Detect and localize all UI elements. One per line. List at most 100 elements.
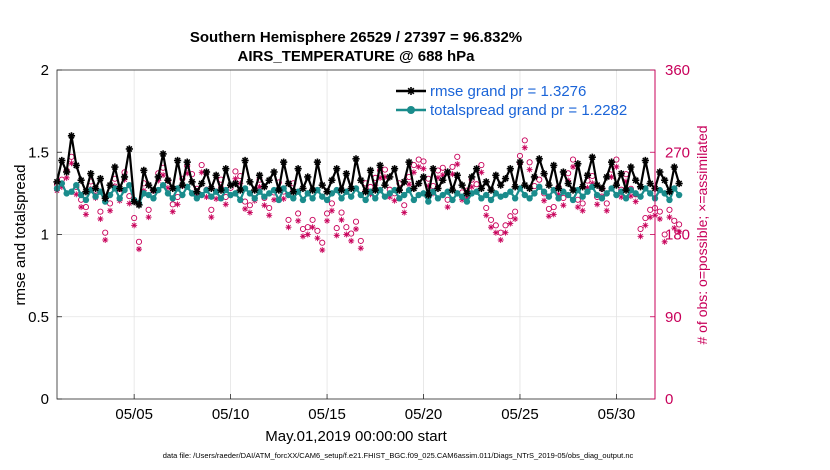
rmse-point-stroke [126, 145, 133, 153]
rmse-point-stroke [487, 186, 495, 194]
rmse-point [395, 186, 404, 194]
totalspread-point [116, 195, 123, 202]
rmse-point [270, 168, 278, 176]
totalspread-point [468, 190, 475, 197]
totalspread-point [492, 190, 500, 197]
obs-assimilated-point-stroke [247, 210, 253, 216]
rmse-point-stroke [545, 182, 553, 189]
rmse-point-stroke [333, 165, 340, 172]
rmse-point [82, 188, 90, 196]
y2-tick-label: 90 [665, 309, 682, 326]
rmse-point-stroke [179, 182, 186, 189]
rmse-point [120, 173, 129, 181]
obs-possible-point [666, 206, 673, 213]
totalspread-point [540, 188, 548, 195]
chart-title-line1: Southern Hemisphere 26529 / 27397 = 96.8… [190, 29, 522, 46]
rmse-point-stroke [97, 175, 104, 182]
rmse-point-stroke [343, 170, 350, 177]
totalspread-point [391, 186, 398, 194]
rmse-point [207, 184, 215, 193]
obs-assimilated-point [266, 212, 273, 219]
rmse-point [526, 184, 534, 193]
totalspread-point [473, 188, 480, 195]
rmse-point-stroke [492, 172, 499, 179]
obs-assimilated-point-stroke [324, 218, 330, 224]
obs-assimilated-point [401, 209, 408, 216]
obs-assimilated-point-stroke [213, 196, 219, 202]
legend-rmse-marker [407, 87, 415, 95]
obs-possible-point [473, 181, 480, 188]
obs-possible-point [208, 206, 215, 213]
obs-assimilated-point-stroke [522, 145, 528, 151]
rmse-point-stroke [92, 185, 99, 192]
rmse-point-stroke [121, 173, 128, 181]
rmse-point [497, 181, 505, 189]
obs-assimilated-point [507, 220, 514, 227]
obs-assimilated-point [338, 216, 345, 223]
rmse-point [622, 186, 630, 194]
obs-assimilated-point-stroke [416, 164, 422, 170]
rmse-point [164, 176, 172, 184]
totalspread-point [323, 196, 331, 204]
obs-assimilated-point-stroke [358, 245, 364, 251]
rmse-point [169, 184, 177, 193]
obs-assimilated-point [497, 236, 504, 243]
rmse-point [583, 171, 592, 179]
rmse-point-stroke [319, 182, 326, 189]
obs-assimilated-point-stroke [300, 233, 306, 239]
totalspread-point [82, 196, 90, 204]
totalspread-point [275, 196, 283, 204]
rmse-point [323, 188, 331, 196]
rmse-point-stroke [68, 132, 75, 139]
obs-assimilated-point-stroke [146, 214, 152, 220]
rmse-point-stroke [304, 173, 311, 181]
obs-assimilated-point-stroke [170, 209, 176, 215]
obs-assimilated-point [102, 236, 109, 243]
rmse-point-stroke [521, 182, 528, 189]
rmse-point-stroke [174, 157, 181, 164]
rmse-point [501, 174, 510, 183]
rmse-point-stroke [536, 155, 543, 162]
obs-assimilated-point-stroke [454, 161, 460, 167]
rmse-point-stroke [357, 177, 364, 184]
obs-assimilated-point [415, 163, 422, 170]
y-tick-label: 1.5 [28, 144, 49, 161]
x-tick-label: 05/05 [115, 406, 153, 423]
obs-assimilated-point [242, 205, 249, 212]
obs-assimilated-point-stroke [503, 230, 508, 236]
rmse-point-stroke [338, 186, 345, 194]
obs-possible-point [338, 209, 345, 216]
rmse-point [91, 184, 100, 193]
y2-tick-label: 270 [665, 144, 690, 161]
totalspread-point [77, 191, 85, 199]
rmse-point-stroke [372, 186, 379, 194]
rmse-point [178, 181, 186, 189]
rmse-point [612, 181, 621, 189]
totalspread-point [531, 190, 538, 197]
obs-assimilated-point [574, 204, 581, 211]
rmse-point-stroke [618, 170, 625, 177]
rmse-point-stroke [198, 180, 205, 187]
totalspread-point [502, 191, 509, 199]
rmse-point-stroke [222, 165, 229, 172]
obs-assimilated-point [222, 201, 229, 208]
obs-assimilated-point [656, 215, 663, 222]
rmse-point-stroke [647, 180, 654, 187]
obs-possible-point [487, 216, 495, 223]
rmse-point-stroke [497, 182, 504, 189]
rmse-point-stroke [468, 173, 475, 181]
obs-assimilated-point-stroke [401, 210, 407, 216]
rmse-point [381, 181, 389, 189]
obs-assimilated-point-stroke [343, 232, 349, 237]
rmse-point [569, 186, 577, 194]
rmse-point-stroke [589, 154, 596, 161]
rmse-point [352, 155, 360, 163]
obs-assimilated-point-stroke [450, 171, 455, 177]
obs-assimilated-point-stroke [618, 194, 624, 200]
obs-assimilated-point-stroke [546, 213, 552, 219]
totalspread-point [314, 186, 321, 194]
obs-assimilated-point-stroke [83, 211, 89, 217]
totalspread-point [362, 196, 369, 204]
rmse-point [275, 186, 283, 194]
rmse-point-stroke [550, 162, 557, 169]
